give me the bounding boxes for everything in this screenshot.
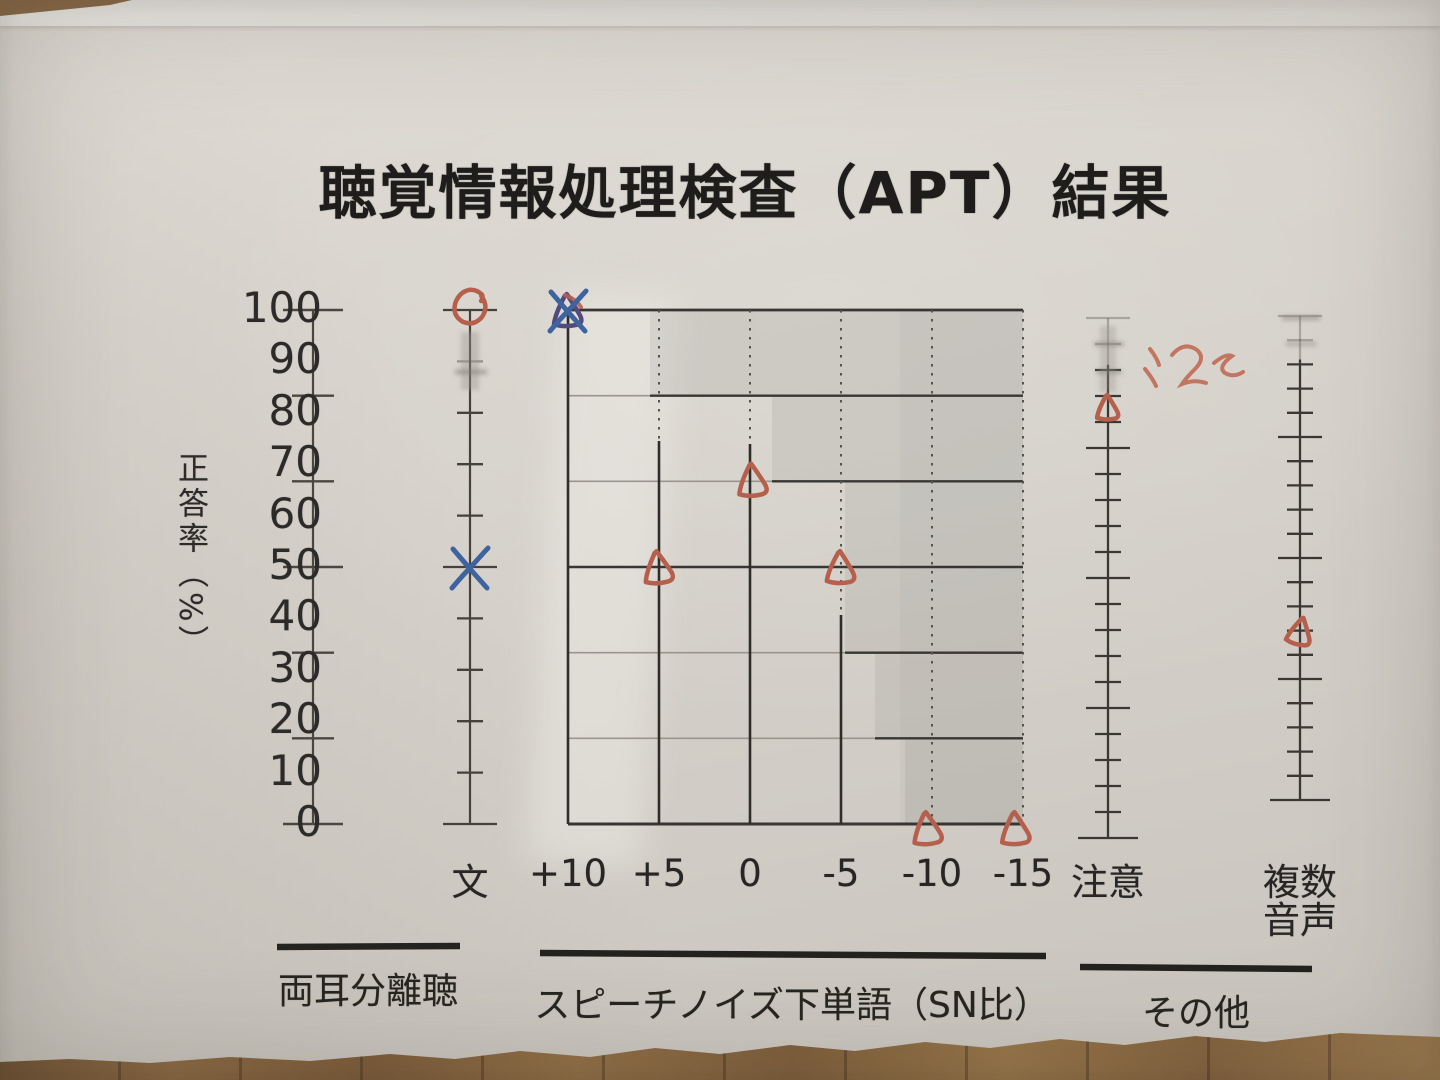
- scribble-stroke: [1148, 347, 1161, 367]
- mark-circle-red: [452, 287, 488, 326]
- y-tick-label: 20: [268, 694, 322, 744]
- group-label-dichotic: 両耳分離聴: [277, 971, 458, 1012]
- group-label-speech-noise: スピーチノイズ下単語（SN比）: [534, 985, 1050, 1026]
- mark-triangle-red: [1283, 615, 1312, 648]
- y-axis-title: 正答率（%）: [172, 452, 208, 661]
- group-label-others: その他: [1141, 993, 1250, 1034]
- scribble-stroke: [1212, 353, 1245, 378]
- y-tick-label: 80: [268, 385, 322, 435]
- column-label: +5: [631, 852, 687, 895]
- column-label: 0: [738, 852, 762, 895]
- erased-pencil-smudges: [455, 316, 1320, 392]
- column-label: 注意: [1071, 861, 1145, 904]
- column-label: -15: [992, 852, 1054, 895]
- page-title: 聴覚情報処理検査（APT）結果: [318, 159, 1172, 227]
- column-label: -5: [822, 852, 860, 895]
- y-tick-label: 60: [268, 488, 322, 538]
- y-tick-label: 90: [268, 334, 322, 384]
- mark-triangle-red: [1094, 392, 1121, 422]
- mark-triangle-red: [824, 548, 857, 586]
- paper-top-edge: [0, 0, 1440, 26]
- y-tick-label: 30: [268, 642, 322, 692]
- hand-drawn-marks: [449, 287, 1312, 847]
- mark-x-blue: [548, 289, 588, 334]
- column-label: 文: [451, 861, 489, 904]
- mark-triangle-red: [912, 809, 944, 847]
- column-label: +10: [528, 852, 608, 895]
- smudge: [1100, 326, 1116, 392]
- column-label-multi-voice: 複数: [1263, 861, 1337, 904]
- y-tick-label: 70: [268, 437, 322, 487]
- scribble-stroke: [1143, 367, 1158, 388]
- y-tick-label: 40: [268, 591, 322, 641]
- y-tick-label: 10: [268, 745, 322, 795]
- y-tick-label: 50: [268, 540, 322, 589]
- y-tick-label: 0: [295, 797, 322, 846]
- mark-triangle-red: [737, 461, 769, 499]
- mark-triangle-red: [643, 548, 676, 586]
- group-underline: [276, 942, 461, 951]
- grid-lines: [566, 308, 1024, 826]
- smudge: [461, 332, 479, 390]
- scribble-stroke: [1170, 344, 1208, 389]
- group-underline: [539, 949, 1047, 960]
- group-underline: [1079, 963, 1313, 973]
- shaded-region: [650, 310, 1023, 824]
- mark-x-blue: [450, 546, 490, 591]
- y-tick-label: 100: [241, 283, 322, 332]
- column-label-multi-voice: 音声: [1263, 899, 1337, 942]
- group-underlines: [276, 942, 1313, 973]
- mark-triangle-red: [999, 809, 1032, 847]
- handwritten-note: [1143, 344, 1245, 389]
- column-label: -10: [901, 852, 963, 895]
